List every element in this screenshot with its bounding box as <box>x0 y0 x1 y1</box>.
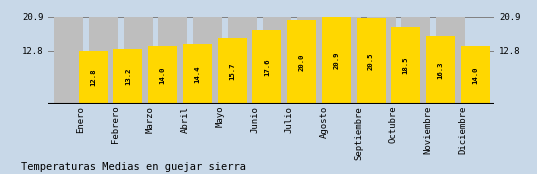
Bar <box>148 46 177 104</box>
Bar <box>426 36 455 104</box>
Bar <box>228 17 257 104</box>
Bar <box>436 17 465 104</box>
Text: 14.0: 14.0 <box>472 66 478 84</box>
Text: 13.2: 13.2 <box>125 68 131 85</box>
Bar <box>391 27 420 104</box>
Text: 20.9: 20.9 <box>333 52 339 69</box>
Bar <box>461 46 490 104</box>
Text: Temperaturas Medias en guejar sierra: Temperaturas Medias en guejar sierra <box>21 162 246 172</box>
Bar <box>79 51 107 104</box>
Bar <box>287 20 316 104</box>
Text: 14.0: 14.0 <box>159 66 165 84</box>
Bar <box>297 17 326 104</box>
Text: 18.5: 18.5 <box>403 57 409 74</box>
Bar <box>124 17 153 104</box>
Bar <box>89 17 118 104</box>
Bar <box>322 17 351 104</box>
Bar <box>263 17 292 104</box>
Bar <box>158 17 187 104</box>
Bar <box>217 38 246 104</box>
Bar <box>113 49 142 104</box>
Bar <box>183 44 212 104</box>
Bar <box>193 17 222 104</box>
Text: 14.4: 14.4 <box>194 65 200 83</box>
Text: 20.5: 20.5 <box>368 53 374 70</box>
Text: 12.8: 12.8 <box>90 69 96 86</box>
Text: 20.0: 20.0 <box>299 54 304 71</box>
Text: 16.3: 16.3 <box>438 61 444 79</box>
Bar <box>54 17 83 104</box>
Text: 17.6: 17.6 <box>264 59 270 76</box>
Text: 15.7: 15.7 <box>229 63 235 80</box>
Bar <box>367 17 396 104</box>
Bar <box>357 18 386 104</box>
Bar <box>402 17 430 104</box>
Bar <box>252 30 281 104</box>
Bar <box>332 17 361 104</box>
